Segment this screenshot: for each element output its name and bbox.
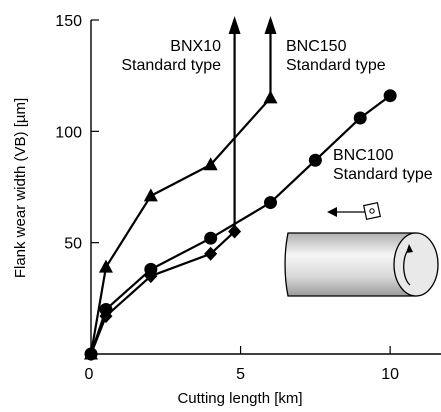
y-tick-label: 100	[55, 124, 82, 141]
x-tick-label: 5	[236, 366, 245, 383]
point-bnc150	[263, 90, 278, 104]
point-bnc100	[353, 111, 367, 125]
point-bnc100	[84, 347, 98, 361]
annotation-bnx10: BNX10 Standard type	[121, 38, 221, 74]
point-bnc100	[308, 153, 322, 167]
series-line-bnc100	[89, 94, 391, 355]
y-tick-label: 150	[55, 13, 82, 30]
point-bnc150	[203, 157, 218, 171]
point-bnc150	[143, 188, 158, 202]
failure-arrow-bnx10	[228, 16, 241, 34]
point-bnc100	[99, 302, 113, 316]
axis-ticks: 0 5 10 50 100 150	[55, 13, 399, 383]
point-bnc100	[204, 231, 218, 245]
point-bnc100	[263, 196, 277, 210]
point-bnx10	[204, 246, 218, 261]
workpiece-cylinder-icon	[284, 201, 439, 297]
point-bnc100	[383, 89, 397, 103]
x-tick-label: 10	[381, 366, 399, 383]
series-line-bnc150	[89, 97, 272, 355]
y-tick-label: 50	[64, 236, 82, 253]
x-axis-label: Cutting length [km]	[177, 390, 302, 407]
annotation-bnc100: BNC100 Standard type	[333, 147, 433, 183]
y-axis-label: Flank wear width (VB) [µm]	[12, 98, 29, 278]
point-bnc100	[144, 262, 158, 276]
series-annotations: BNX10 Standard type BNC150 Standard type BNC…	[121, 38, 432, 183]
series-bnx10	[84, 16, 242, 361]
x-tick-label: 0	[85, 366, 94, 383]
series-bnc100	[84, 89, 397, 361]
series-layer	[84, 16, 397, 361]
failure-arrow-bnc150	[264, 16, 277, 34]
annotation-bnc150: BNC150 Standard type	[286, 38, 386, 74]
point-bnx10	[228, 224, 242, 239]
point-bnc150	[98, 259, 113, 273]
